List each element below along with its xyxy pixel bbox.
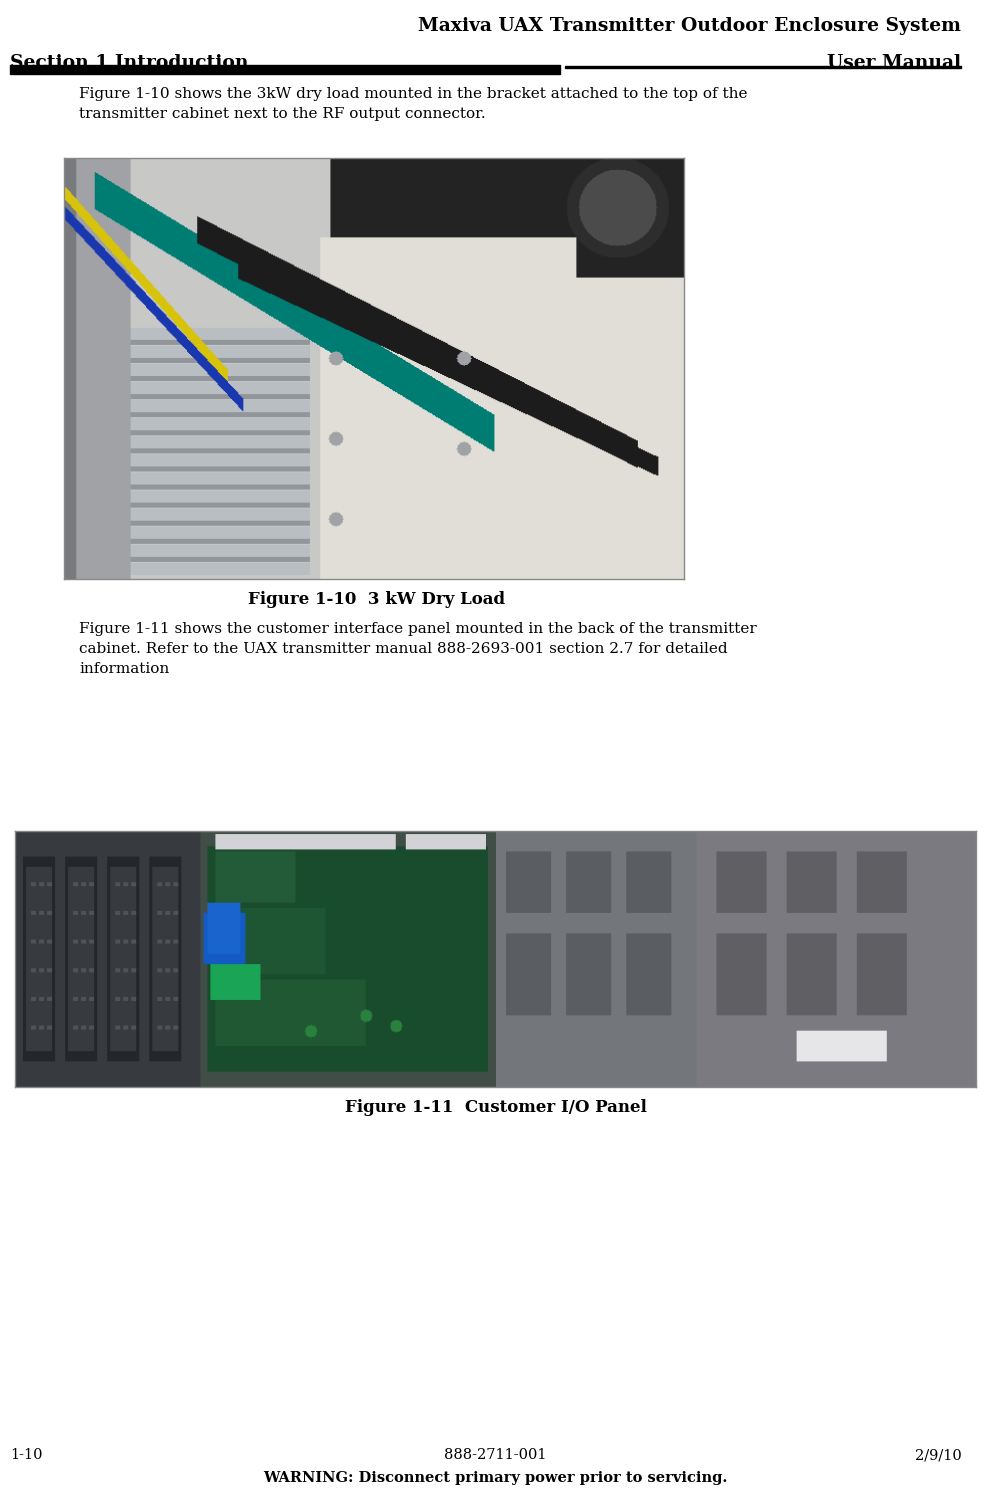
Text: Maxiva UAX Transmitter Outdoor Enclosure System: Maxiva UAX Transmitter Outdoor Enclosure… [418, 17, 961, 35]
Text: 2/9/10: 2/9/10 [915, 1448, 961, 1463]
Text: Figure 1-11 shows the customer interface panel mounted in the back of the transm: Figure 1-11 shows the customer interface… [79, 622, 757, 676]
Text: 1-10: 1-10 [10, 1448, 43, 1463]
Bar [565, 66, 961, 68]
Text: Section 1 Introduction: Section 1 Introduction [10, 54, 249, 72]
Text: User Manual: User Manual [827, 54, 961, 72]
Text: 888-2711-001: 888-2711-001 [444, 1448, 547, 1463]
Bar [10, 65, 560, 74]
Text: Figure 1-10  3 kW Dry Load: Figure 1-10 3 kW Dry Load [248, 591, 505, 608]
Text: Figure 1-11  Customer I/O Panel: Figure 1-11 Customer I/O Panel [345, 1099, 646, 1115]
Text: WARNING: Disconnect primary power prior to servicing.: WARNING: Disconnect primary power prior … [264, 1470, 727, 1485]
Text: Figure 1-10 shows the 3kW dry load mounted in the bracket attached to the top of: Figure 1-10 shows the 3kW dry load mount… [79, 87, 748, 122]
